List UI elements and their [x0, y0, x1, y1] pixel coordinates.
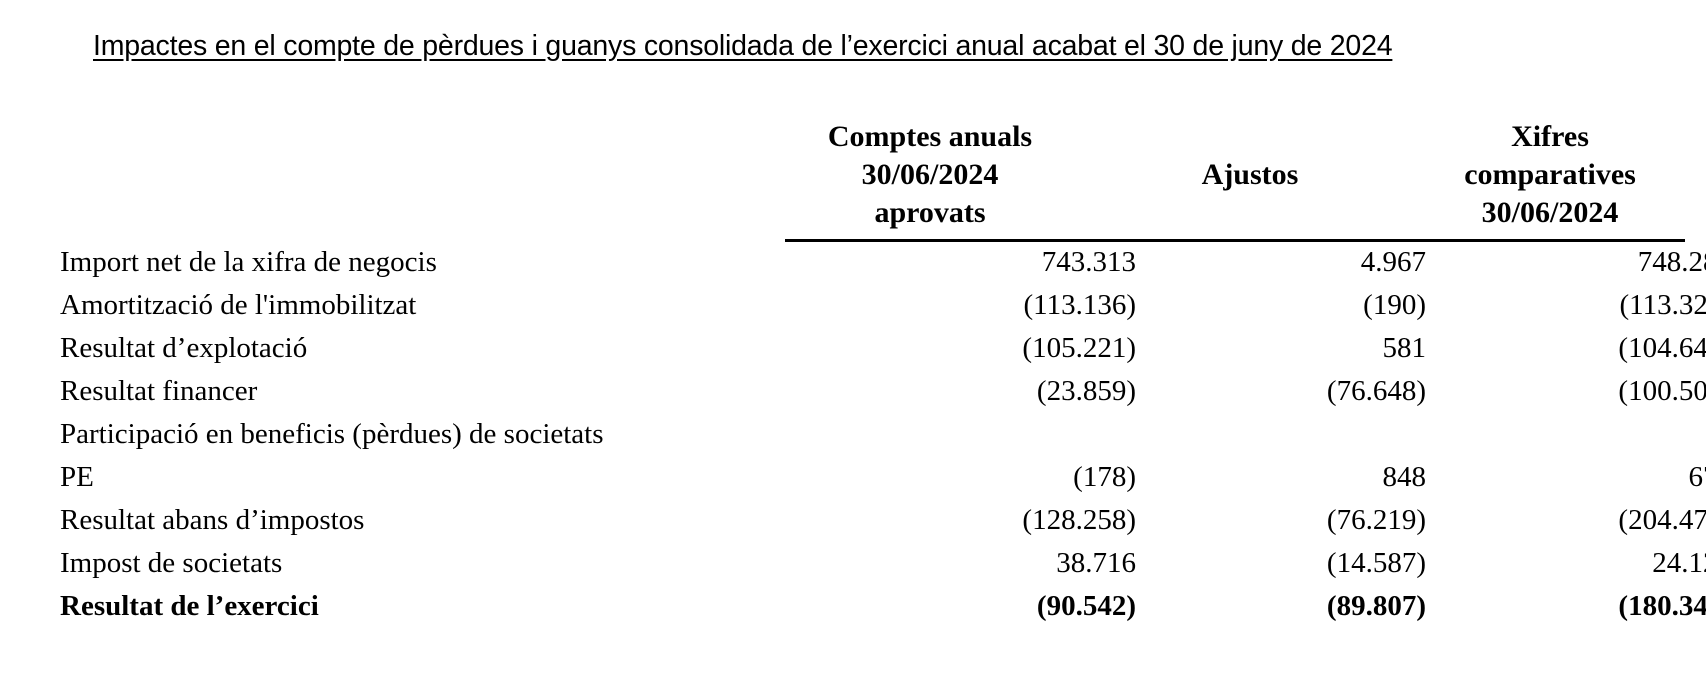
- row-label: PE: [60, 461, 94, 493]
- table-row: Participació en beneficis (pèrdues) de s…: [60, 418, 1700, 460]
- header-line: Comptes anuals: [827, 120, 1033, 153]
- column-header-ajustos: Ajustos: [1150, 156, 1350, 194]
- row-label: Impost de societats: [60, 547, 283, 579]
- value-ajustos: (89.807): [1326, 590, 1426, 622]
- table-row: Amortització de l'immobilitzat (113.136)…: [60, 289, 1706, 331]
- row-label: Resultat de l’exercici: [60, 590, 319, 622]
- table-row: Resultat financer (23.859) (76.648) (100…: [60, 375, 1706, 417]
- row-label: Resultat financer: [60, 375, 258, 407]
- row-label: Import net de la xifra de negocis: [60, 246, 437, 278]
- row-label: Participació en beneficis (pèrdues) de s…: [60, 418, 604, 450]
- row-label: Resultat d’explotació: [60, 332, 308, 364]
- document-title: Impactes en el compte de pèrdues i guany…: [93, 30, 1393, 62]
- value-xifres-comparatives: (180.349): [1618, 590, 1706, 622]
- row-label: Amortització de l'immobilitzat: [60, 289, 417, 321]
- header-line: comparatives: [1464, 158, 1636, 191]
- header-line: 30/06/2024: [1481, 196, 1619, 229]
- header-line: aprovats: [874, 196, 986, 229]
- value-xifres-comparatives: (104.640): [1618, 332, 1706, 364]
- column-header-xifres-comparatives: Xifres comparatives 30/06/2024: [1420, 118, 1680, 232]
- row-label: Resultat abans d’impostos: [60, 504, 365, 536]
- header-line: Ajustos: [1201, 158, 1299, 191]
- value-ajustos: 581: [1382, 332, 1427, 364]
- value-comptes-anuals: (128.258): [1022, 504, 1136, 536]
- value-ajustos: (14.587): [1326, 547, 1426, 579]
- value-ajustos: 4.967: [1360, 246, 1426, 278]
- header-divider: [785, 239, 1685, 242]
- value-comptes-anuals: 38.716: [1056, 547, 1136, 579]
- table-row-total: Resultat de l’exercici (90.542) (89.807)…: [60, 590, 1706, 632]
- value-ajustos: (76.219): [1326, 504, 1426, 536]
- header-line: 30/06/2024: [861, 158, 999, 191]
- column-header-comptes-anuals: Comptes anuals 30/06/2024 aprovats: [800, 118, 1060, 232]
- value-xifres-comparatives: (113.326): [1619, 289, 1706, 321]
- table-row: Resultat abans d’impostos (128.258) (76.…: [60, 504, 1706, 546]
- value-comptes-anuals: (113.136): [1023, 289, 1137, 321]
- value-xifres-comparatives: 748.280: [1637, 246, 1706, 278]
- header-line: Xifres: [1511, 120, 1589, 153]
- table-row: PE (178) 848 670: [60, 461, 1706, 503]
- value-xifres-comparatives: (204.477): [1618, 504, 1706, 536]
- value-ajustos: 848: [1382, 461, 1427, 493]
- value-comptes-anuals: 743.313: [1041, 246, 1136, 278]
- value-xifres-comparatives: 670: [1688, 461, 1706, 493]
- table-row: Impost de societats 38.716 (14.587) 24.1…: [60, 547, 1706, 589]
- value-xifres-comparatives: 24.129: [1652, 547, 1706, 579]
- value-comptes-anuals: (23.859): [1036, 375, 1136, 407]
- value-ajustos: (190): [1363, 289, 1426, 321]
- value-comptes-anuals: (90.542): [1036, 590, 1136, 622]
- table-row: Resultat d’explotació (105.221) 581 (104…: [60, 332, 1706, 374]
- value-comptes-anuals: (105.221): [1022, 332, 1136, 364]
- value-xifres-comparatives: (100.507): [1618, 375, 1706, 407]
- value-ajustos: (76.648): [1326, 375, 1426, 407]
- table-row: Import net de la xifra de negocis 743.31…: [60, 246, 1706, 288]
- value-comptes-anuals: (178): [1073, 461, 1136, 493]
